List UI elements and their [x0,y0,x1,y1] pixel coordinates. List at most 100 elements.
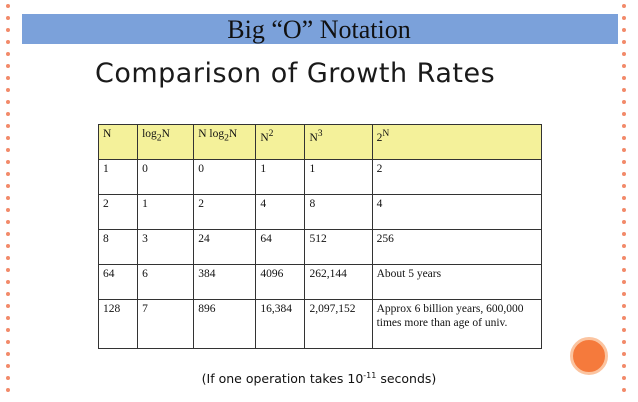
header-text: 2 [376,131,383,144]
border-dot [622,328,626,332]
header-cell-n-cubed: N3 [304,124,373,160]
border-dot [6,88,10,92]
table-cell: 128 [97,299,139,349]
table-row: 2 1 2 4 8 4 [97,194,543,230]
header-superscript: 2 [268,128,274,139]
border-dot [622,52,626,56]
header-subscript: 2 [156,132,162,144]
table-header-row: N log2N N log2N N2 N3 2N [97,124,543,160]
table-cell: 7 [137,299,195,349]
border-dot [6,148,10,152]
table-cell: 262,144 [304,264,373,300]
table-cell: 2,097,152 [304,299,373,349]
table-cell: 6 [137,264,195,300]
table-cell: 512 [304,229,373,265]
border-dot [6,64,10,68]
border-dot [622,208,626,212]
border-dot [6,172,10,176]
border-dot [6,52,10,56]
header-text: log [142,128,157,140]
border-dot [622,76,626,80]
border-dot [622,28,626,32]
table-cell: 4 [255,194,306,230]
border-dot [6,232,10,236]
border-dot [622,136,626,140]
border-dot [622,16,626,20]
table-row: 128 7 896 16,384 2,097,152 Approx 6 bill… [97,299,543,349]
border-dot [6,160,10,164]
table-cell: 8 [97,229,139,265]
header-cell-log2n: log2N [137,124,195,160]
slide-title: Big “O” Notation [227,15,411,44]
border-dot [6,376,10,380]
table-cell: 64 [255,229,306,265]
border-dot [6,268,10,272]
border-dot [6,136,10,140]
left-decorative-dots [6,0,12,402]
border-dot [6,304,10,308]
border-dot [622,364,626,368]
border-dot [622,220,626,224]
footnote-exponent: -11 [363,371,377,380]
table-cell: Approx 6 billion years, 600,000 times mo… [371,299,543,349]
border-dot [6,184,10,188]
growth-rates-table: N log2N N log2N N2 N3 2N 1 0 0 1 1 2 2 1… [97,124,543,349]
border-dot [622,112,626,116]
border-dot [6,340,10,344]
header-suffix: N [228,128,238,140]
table-cell: 4 [371,194,543,230]
border-dot [6,4,10,8]
border-dot [622,100,626,104]
border-dot [622,316,626,320]
footnote-text: (If one operation takes 10 [201,371,364,387]
border-dot [622,40,626,44]
border-dot [622,172,626,176]
table-cell: 1 [97,159,139,195]
table-cell: About 5 years [371,264,543,300]
border-dot [6,124,10,128]
border-dot [6,16,10,20]
table-cell: 0 [193,159,257,195]
border-dot [622,256,626,260]
header-cell-n-squared: N2 [255,124,306,160]
table-cell: 1 [255,159,306,195]
border-dot [622,268,626,272]
border-dot [6,364,10,368]
border-dot [622,148,626,152]
table-cell: 24 [193,229,257,265]
border-dot [622,340,626,344]
table-cell: 1 [304,159,373,195]
header-text: N [260,131,269,144]
border-dot [6,328,10,332]
table-cell: 2 [97,194,139,230]
border-dot [622,376,626,380]
border-dot [6,352,10,356]
table-row: 8 3 24 64 512 256 [97,229,543,265]
table-cell: 2 [193,194,257,230]
table-cell: 896 [193,299,257,349]
table-cell: 1 [137,194,195,230]
border-dot [622,160,626,164]
border-dot [6,28,10,32]
border-dot [6,280,10,284]
border-dot [6,220,10,224]
border-dot [622,388,626,392]
border-dot [6,244,10,248]
border-dot [622,64,626,68]
footnote: (If one operation takes 10-11 seconds) [0,371,638,386]
border-dot [6,100,10,104]
border-dot [622,4,626,8]
border-dot [622,184,626,188]
table-cell: 16,384 [255,299,306,349]
header-cell-n: N [97,124,139,160]
header-text: N [309,131,318,144]
table-cell: 2 [371,159,543,195]
right-decorative-dots [622,0,628,402]
table-row: 1 0 0 1 1 2 [97,159,543,195]
header-text: N [103,128,112,140]
border-dot [6,112,10,116]
border-dot [6,388,10,392]
border-dot [6,196,10,200]
table-cell: 8 [304,194,373,230]
border-dot [6,292,10,296]
